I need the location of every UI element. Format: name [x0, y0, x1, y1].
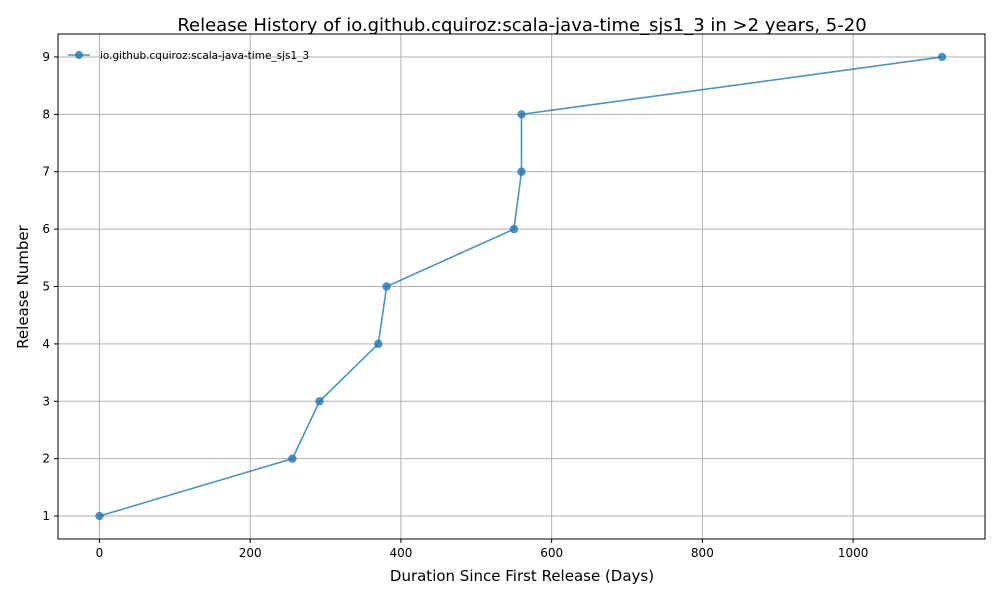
y-tick-label: 1 [42, 509, 50, 523]
x-tick-label: 0 [96, 546, 104, 560]
y-tick-label: 5 [42, 280, 50, 294]
x-tick-label: 400 [389, 546, 412, 560]
y-tick-label: 7 [42, 165, 50, 179]
data-point [315, 397, 324, 406]
legend: io.github.cquiroz:scala-java-time_sjs1_3 [68, 50, 309, 62]
x-tick-label: 600 [540, 546, 563, 560]
series-layer [95, 52, 947, 521]
y-tick-label: 2 [42, 452, 50, 466]
x-axis-ticks: 0 200 400 600 800 1000 [96, 539, 869, 560]
data-point [937, 52, 947, 62]
data-point [517, 110, 526, 119]
data-point [509, 224, 519, 234]
x-axis-label: Duration Since First Release (Days) [390, 567, 654, 585]
y-axis-ticks: 1 2 3 4 5 6 7 8 9 [42, 50, 58, 523]
y-tick-label: 4 [42, 337, 50, 351]
data-point [374, 339, 383, 349]
y-axis-label: Release Number [14, 224, 32, 348]
y-tick-label: 3 [42, 394, 50, 408]
y-tick-label: 9 [42, 50, 50, 64]
y-tick-label: 8 [42, 107, 50, 121]
x-tick-label: 800 [691, 546, 714, 560]
x-tick-label: 200 [239, 546, 262, 560]
data-point [95, 511, 104, 521]
data-point [517, 167, 526, 176]
grid [58, 34, 985, 539]
data-point [382, 282, 391, 291]
y-tick-label: 6 [42, 222, 50, 236]
legend-marker-swatch [75, 51, 83, 59]
chart-title: Release History of io.github.cquiroz:sca… [177, 15, 866, 36]
legend-label: io.github.cquiroz:scala-java-time_sjs1_3 [100, 50, 309, 62]
data-point [288, 454, 297, 463]
x-tick-label: 1000 [838, 546, 869, 560]
